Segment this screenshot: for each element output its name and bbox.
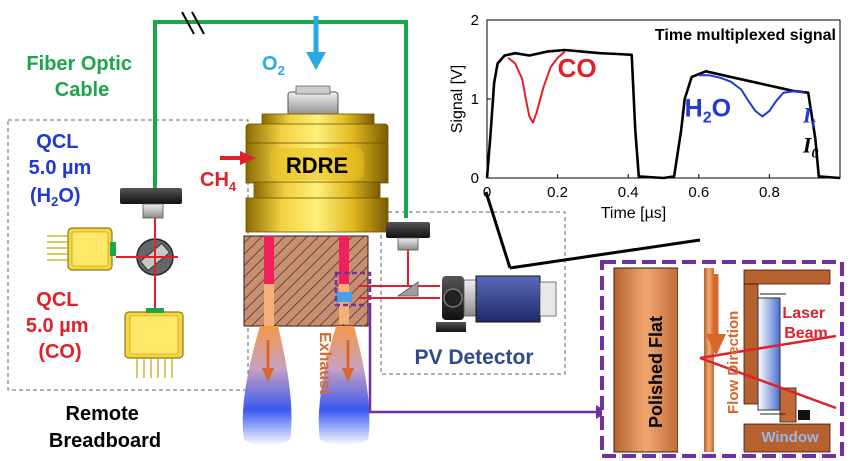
qcl-h2o-species-label: (H2O) (30, 185, 81, 209)
zoom-inset: Polished Flat Flow Direction Laser Beam … (600, 260, 844, 458)
y-axis-label: Signal [V] (449, 65, 466, 133)
exhaust-plumes: Exhaust (242, 326, 370, 446)
ch4-label: CH4 (200, 169, 237, 194)
window-label: Window (761, 429, 819, 446)
ch4-inlet: CH4 (200, 151, 256, 194)
callout-connector (368, 305, 602, 414)
x-tick-label: 0.2 (547, 184, 568, 201)
y-tick-label: 2 (471, 12, 479, 29)
laser-beam-label: Laser Beam (782, 305, 829, 342)
o2-label: O2 (262, 53, 285, 78)
exhaust-label: Exhaust (316, 332, 333, 395)
annotation-co: CO (558, 53, 597, 83)
fiber-optic-cable (153, 11, 408, 218)
qcl-h2o-laser (47, 227, 116, 271)
laser-path-pv (358, 250, 440, 299)
chart-title: Time multiplexed signal (655, 27, 836, 44)
x-tick-label: 0.4 (618, 184, 639, 201)
remote-breadboard-label: Remote Breadboard (49, 403, 161, 452)
rdre-engine: RDRE (245, 85, 389, 233)
pv-detector-device (436, 275, 557, 332)
y-tick-label: 0 (471, 170, 479, 187)
fiber-coupler-right (386, 222, 430, 251)
series-line-h2o (698, 74, 805, 118)
x-tick-label: 0.6 (688, 184, 709, 201)
pv-detector-box (380, 211, 566, 375)
annotation-i0: I0 (802, 133, 819, 162)
zoom-line-left (484, 191, 512, 269)
fiber-coupler-left (120, 188, 182, 219)
annotation-h2o: H2O (685, 94, 731, 126)
pv-detector-label: PV Detector (414, 346, 533, 369)
chart-plot-area (486, 19, 841, 179)
qcl-co-laser (124, 308, 184, 378)
qcl-co-label: QCL 5.0 µm (CO) (26, 289, 94, 363)
combustor-cutaway (243, 235, 372, 327)
series-line-i0 (485, 48, 841, 180)
rdre-label: RDRE (286, 153, 348, 178)
zoom-line-right (509, 238, 701, 270)
polished-flat-label: Polished Flat (646, 316, 666, 428)
flow-direction-label: Flow Direction (725, 311, 742, 414)
o2-inlet: O2 (262, 16, 326, 78)
y-tick-label: 1 (471, 91, 479, 108)
x-tick-label: 0.8 (759, 184, 780, 201)
fiber-optic-label: Fiber Optic Cable (26, 53, 137, 101)
x-axis-label: Time [µs] (601, 205, 667, 222)
beam-combiner (116, 218, 178, 312)
qcl-h2o-label: QCL 5.0 µm (29, 131, 92, 179)
annotation-it: It (802, 103, 817, 132)
series-line-co (507, 50, 566, 124)
